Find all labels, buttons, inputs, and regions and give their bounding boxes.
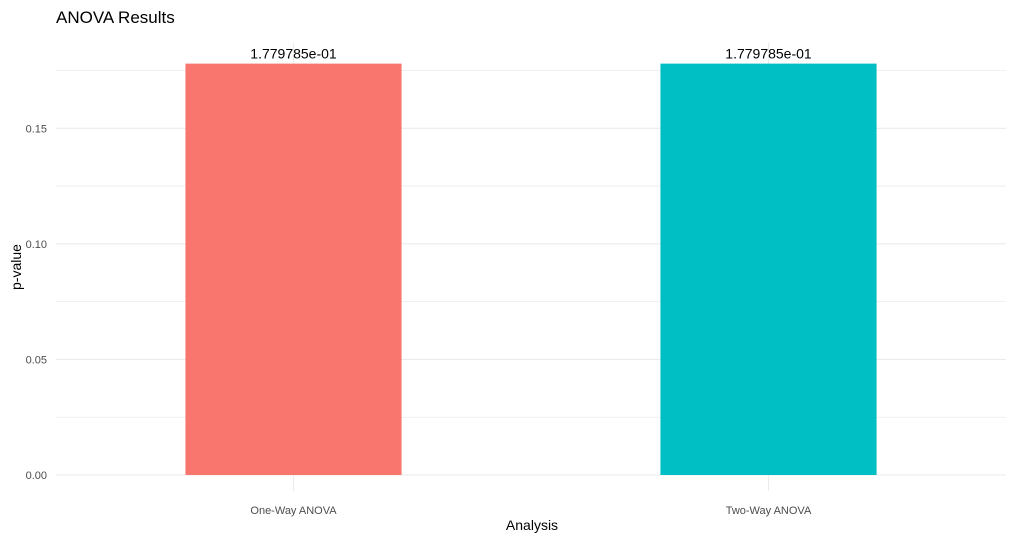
y-tick-label: 0.15 [26,123,47,135]
y-tick-label: 0.00 [26,470,47,482]
x-tick-label: Two-Way ANOVA [726,505,812,517]
bar-value-label: 1.779785e-01 [725,46,812,62]
y-tick-label: 0.10 [26,239,47,251]
bars [185,63,877,475]
y-tick-label: 0.05 [26,354,47,366]
x-tick-label: One-Way ANOVA [250,505,337,517]
axis-ticks: 0.00 0.05 0.10 0.15 One-Way ANOVA Two-Way ANO… [26,123,812,517]
bar-1 [185,63,402,475]
y-axis-title: p-value [8,244,24,290]
x-axis-title: Analysis [506,517,558,533]
data-labels: 1.779785e-01 1.779785e-01 [250,46,812,62]
bar-2 [660,63,877,475]
chart-title: ANOVA Results [56,8,175,27]
bar-value-label: 1.779785e-01 [250,46,337,62]
